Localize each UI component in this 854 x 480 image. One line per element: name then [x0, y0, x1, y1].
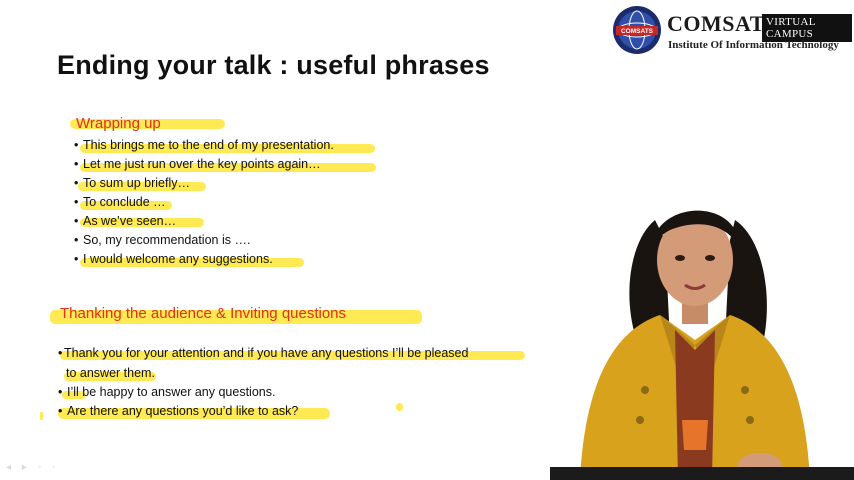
list-item: • To conclude … [74, 195, 166, 209]
comsats-seal-icon: COMSATS [613, 6, 661, 54]
comsats-logo: COMSATS COMSATS VIRTUAL CAMPUS Institute… [612, 5, 852, 57]
list-item: • To sum up briefly… [74, 176, 190, 190]
list-item-continuation: to answer them. [66, 366, 155, 380]
list-item: • I would welcome any suggestions. [74, 252, 273, 266]
section-heading-thanking-audience: Thanking the audience & Inviting questio… [60, 305, 347, 322]
highlight-mark [80, 144, 375, 153]
highlight-mark [78, 182, 206, 191]
highlight-mark [80, 201, 172, 210]
list-item: • Let me just run over the key points aga… [74, 157, 321, 171]
list-item: • Are there any questions you’d like to a… [58, 404, 299, 418]
player-controls-faint: ◂ ▸ ◦ ◦ [6, 462, 60, 473]
highlight-mark [64, 372, 156, 381]
highlight-mark [62, 391, 86, 399]
presenter-image [580, 210, 810, 480]
svg-text:COMSATS: COMSATS [621, 28, 654, 35]
highlight-mark [80, 163, 376, 172]
highlight-mark [80, 218, 204, 227]
list-item: • Thank you for your attention and if you… [58, 346, 469, 360]
list-item: • As we’ve seen… [74, 214, 177, 228]
virtual-campus-label: VIRTUAL CAMPUS [762, 14, 852, 42]
highlight-mark [58, 408, 330, 419]
highlight-mark [40, 412, 43, 420]
list-item: • So, my recommendation is …. [74, 233, 251, 247]
section-heading-wrapping-up: Wrapping up [76, 115, 161, 132]
highlight-mark [80, 258, 304, 267]
list-item: • This brings me to the end of my present… [74, 138, 334, 152]
brand-name: COMSATS [667, 11, 778, 36]
highlight-mark [60, 351, 525, 360]
highlight-mark [70, 119, 225, 129]
list-item: • I’ll be happy to answer any questions. [58, 385, 276, 399]
institute-name: Institute Of Information Technology [668, 39, 839, 51]
highlight-mark [396, 403, 403, 411]
desk-bar [550, 467, 854, 480]
slide-title: Ending your talk : useful phrases [57, 50, 490, 80]
highlight-mark [50, 310, 422, 324]
